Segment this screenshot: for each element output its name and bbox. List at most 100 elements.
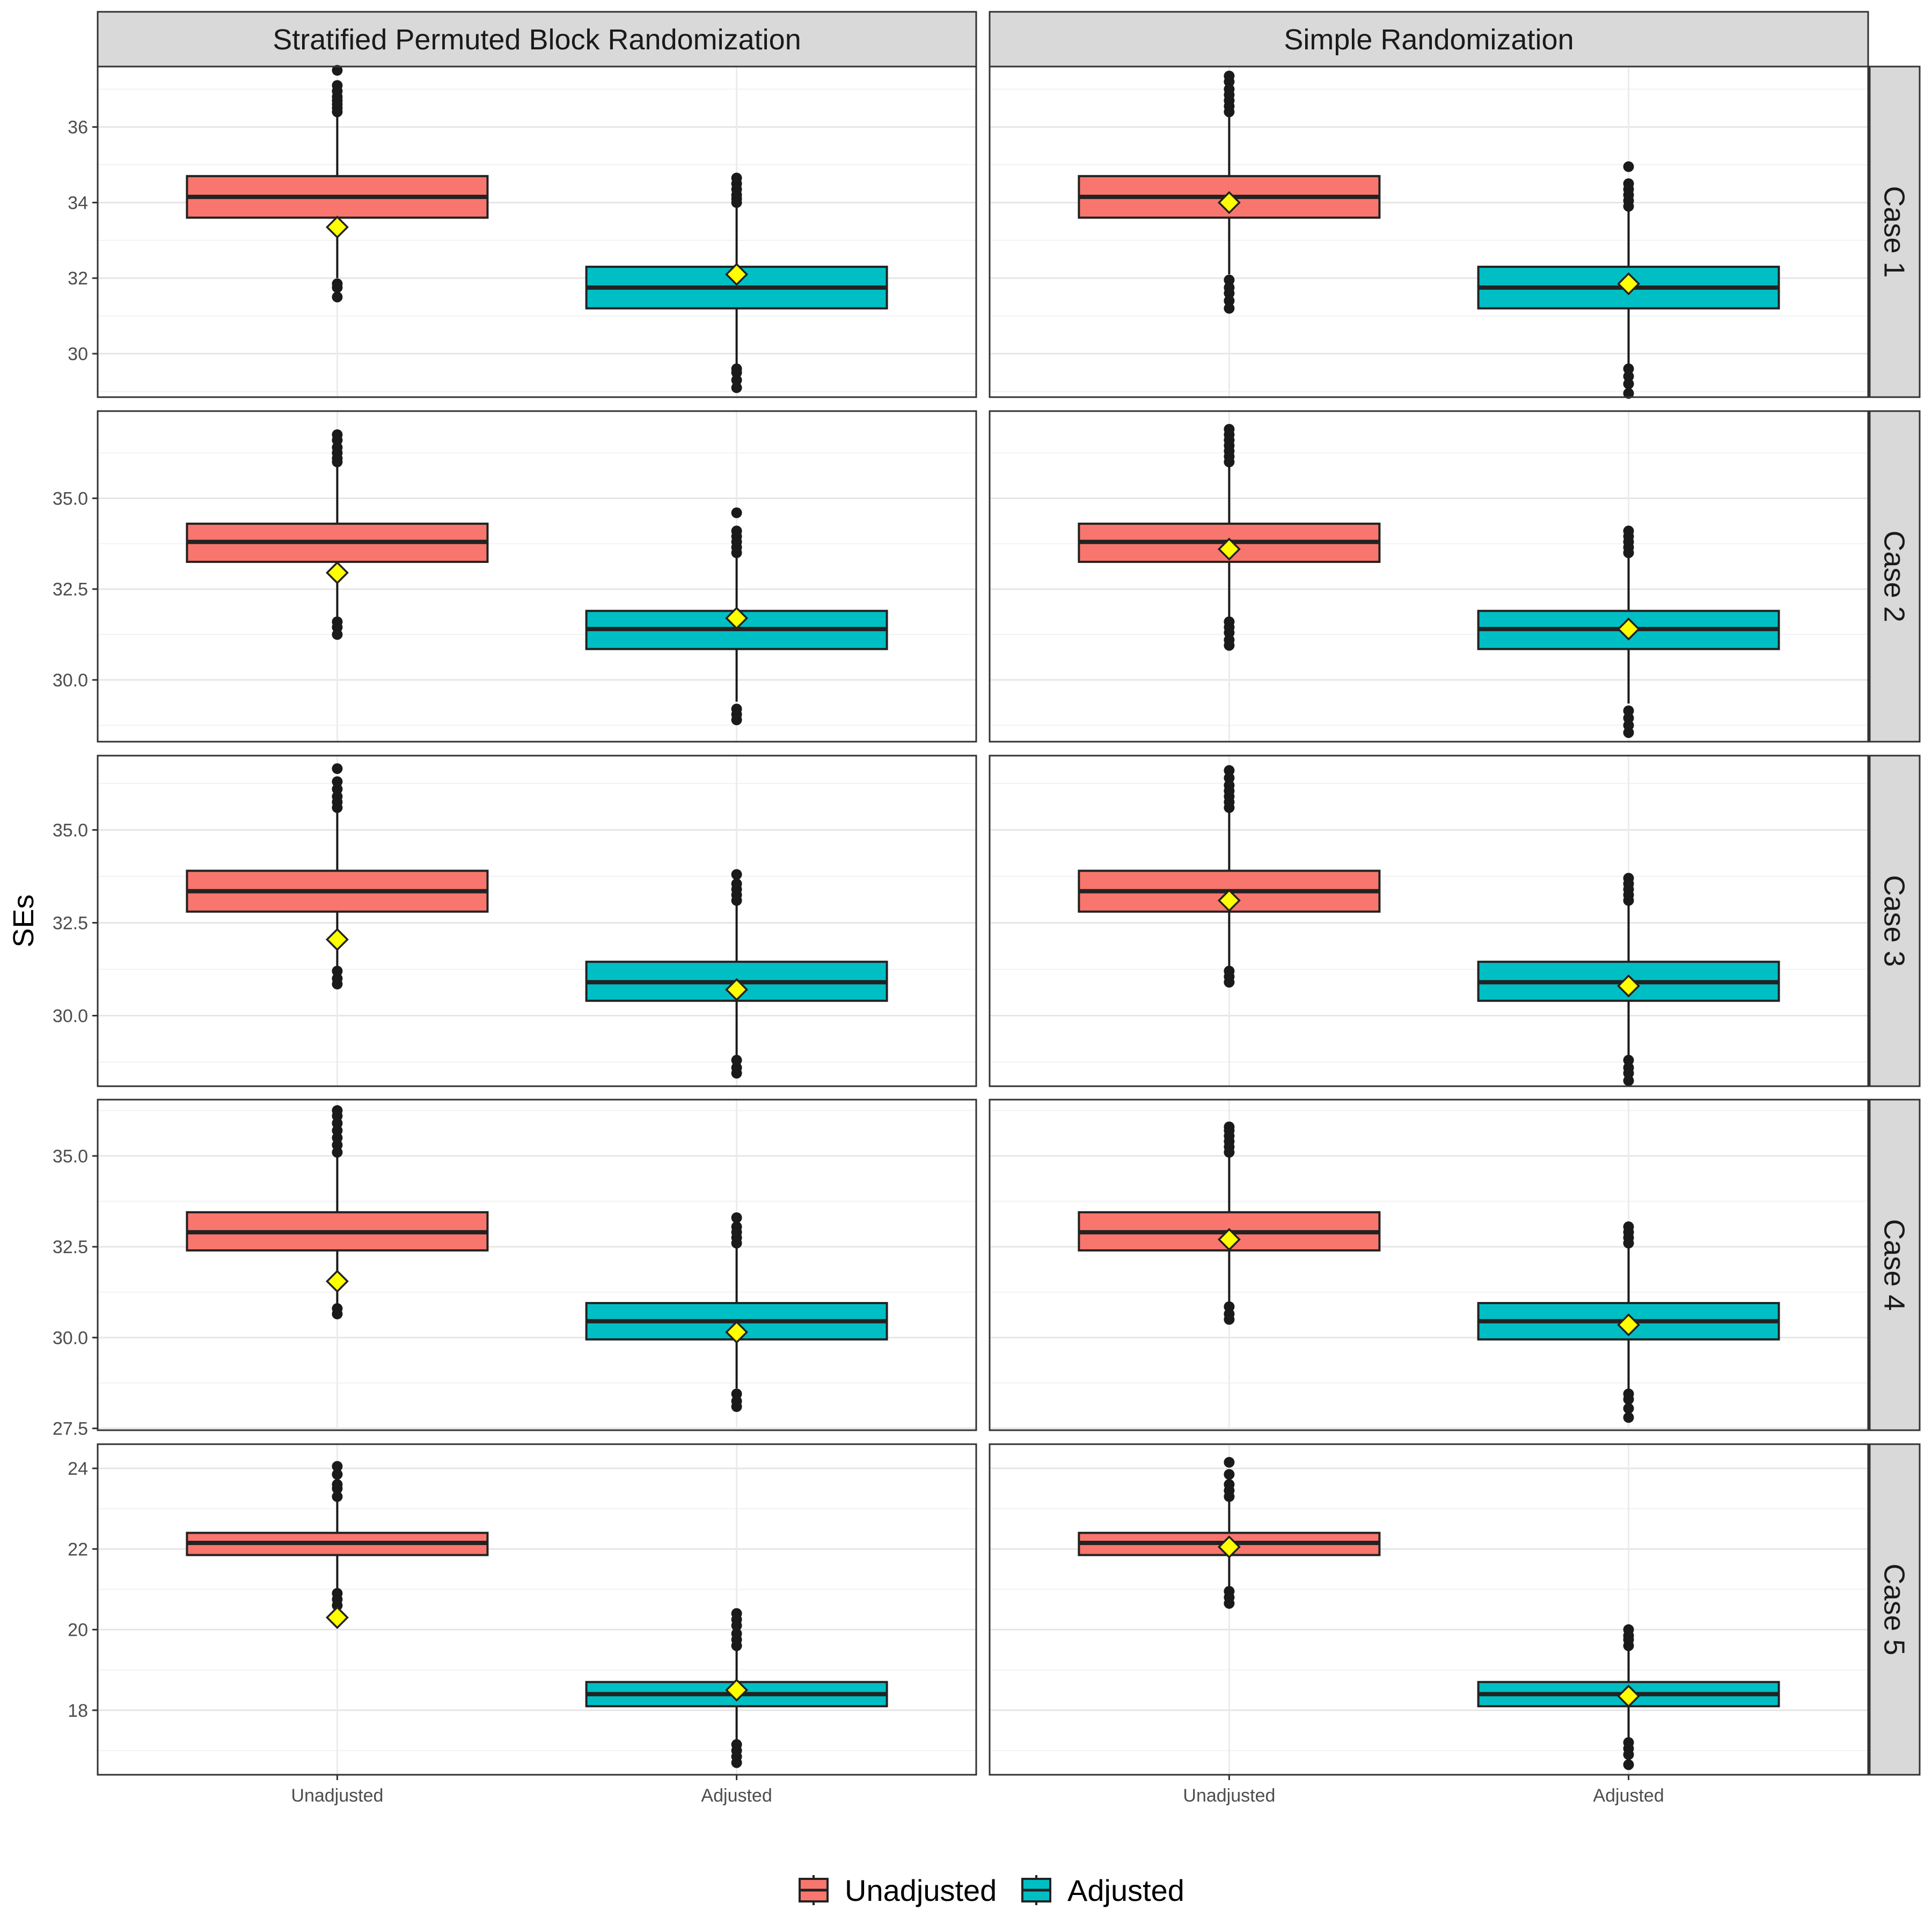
mean-diamond <box>1617 1685 1641 1708</box>
mean-diamond <box>1217 191 1241 214</box>
outlier-point <box>332 80 343 91</box>
outlier-point <box>731 375 742 386</box>
outlier-point <box>332 291 343 303</box>
outlier-point <box>332 1469 343 1480</box>
panel-background <box>98 411 976 742</box>
outlier-point <box>1224 282 1235 293</box>
panel: 30.0 32.5 35.0 <box>53 755 977 1087</box>
panel-background <box>990 67 1868 397</box>
outlier-point <box>1224 1479 1235 1490</box>
panel: 18 20 22 24 Unadjusted Adjusted <box>68 1443 977 1806</box>
outlier-point <box>332 1491 343 1502</box>
panel-background <box>990 1100 1868 1430</box>
y-tick-label: 30.0 <box>53 1006 88 1026</box>
mean-diamond <box>1217 537 1241 561</box>
mean-diamond <box>1617 272 1641 296</box>
y-tick-label: 32 <box>68 268 88 289</box>
y-tick-label: 22 <box>68 1539 88 1560</box>
outlier-point <box>1224 1586 1235 1597</box>
outlier-point <box>731 1055 742 1066</box>
mean-diamond <box>1217 1535 1241 1559</box>
outlier-point <box>332 278 343 289</box>
mean-diamond <box>325 1269 349 1293</box>
y-tick-label: 18 <box>68 1701 88 1721</box>
outlier-point <box>332 429 343 440</box>
outlier-point <box>1224 780 1235 791</box>
panel-background <box>98 1100 976 1430</box>
outlier-point <box>332 1461 343 1472</box>
outlier-point <box>332 763 343 774</box>
panel-border <box>989 1443 1869 1776</box>
panel-border <box>989 410 1869 743</box>
y-tick-label: 30 <box>68 344 88 364</box>
y-tick-label: 30.0 <box>53 1328 88 1348</box>
y-tick-label: 35.0 <box>53 1146 88 1167</box>
outlier-point <box>1623 1388 1634 1400</box>
outlier-point <box>1623 1737 1634 1748</box>
row-strip-label: Case 1 <box>1878 186 1911 277</box>
panel-border <box>97 410 977 743</box>
panel-background <box>990 411 1868 742</box>
row-strip <box>1869 1443 1921 1776</box>
y-tick-label: 32.5 <box>53 1237 88 1257</box>
outlier-point <box>332 973 343 984</box>
row-strip-label: Case 4 <box>1878 1219 1911 1311</box>
outlier-point <box>1623 1075 1634 1086</box>
outlier-point <box>1224 1457 1235 1468</box>
mean-diamond <box>725 978 749 1001</box>
outlier-point <box>731 1608 742 1619</box>
outlier-point <box>731 1221 742 1232</box>
outlier-point <box>731 1628 742 1640</box>
row-strip-label: Case 3 <box>1878 875 1911 967</box>
outlier-point <box>1224 1121 1235 1132</box>
column-strip <box>989 11 1869 68</box>
outlier-point <box>1623 1221 1634 1232</box>
outlier-point <box>332 784 343 795</box>
column-strip-label: Simple Randomization <box>1284 24 1574 56</box>
panel-border <box>97 1099 977 1431</box>
mean-diamond <box>325 215 349 239</box>
panel-border <box>97 1443 977 1776</box>
y-tick-label: 36 <box>68 118 88 138</box>
legend-label: Adjusted <box>1067 1874 1184 1907</box>
outlier-point <box>1224 765 1235 776</box>
panel-border <box>97 65 977 398</box>
outlier-point <box>731 1739 742 1750</box>
outlier-point <box>1623 178 1634 189</box>
mean-diamond <box>725 1320 749 1344</box>
outlier-point <box>731 878 742 889</box>
outlier-point <box>332 65 343 76</box>
mean-diamond <box>1617 617 1641 641</box>
outlier-point <box>731 172 742 184</box>
panel <box>989 65 1869 399</box>
panel: Unadjusted Adjusted <box>989 1443 1869 1806</box>
mean-diamond <box>1617 974 1641 998</box>
outlier-point <box>1224 423 1235 435</box>
y-tick-label: 20 <box>68 1620 88 1641</box>
outlier-point <box>332 791 343 802</box>
outlier-point <box>1224 1301 1235 1312</box>
panel <box>989 1099 1869 1431</box>
x-tick-label: Adjusted <box>701 1785 772 1806</box>
outlier-point <box>332 965 343 977</box>
legend: Unadjusted Adjusted <box>799 1874 1184 1907</box>
outlier-point <box>1623 378 1634 390</box>
panel-background <box>98 1444 976 1775</box>
outlier-point <box>1224 772 1235 784</box>
outlier-point <box>1623 525 1634 537</box>
row-strip <box>1869 1099 1921 1431</box>
mean-diamond <box>725 262 749 286</box>
panel <box>989 755 1869 1087</box>
outlier-point <box>1224 616 1235 627</box>
mean-diamond <box>725 1678 749 1702</box>
panel-border <box>989 65 1869 398</box>
legend-label: Unadjusted <box>845 1874 997 1907</box>
panel-border <box>989 1099 1869 1431</box>
y-tick-label: 32.5 <box>53 913 88 933</box>
x-tick-label: Unadjusted <box>291 1785 383 1806</box>
outlier-point <box>1623 1624 1634 1635</box>
outlier-point <box>1623 1412 1634 1423</box>
panel-background <box>98 67 976 397</box>
row-strip-label: Case 2 <box>1878 530 1911 622</box>
